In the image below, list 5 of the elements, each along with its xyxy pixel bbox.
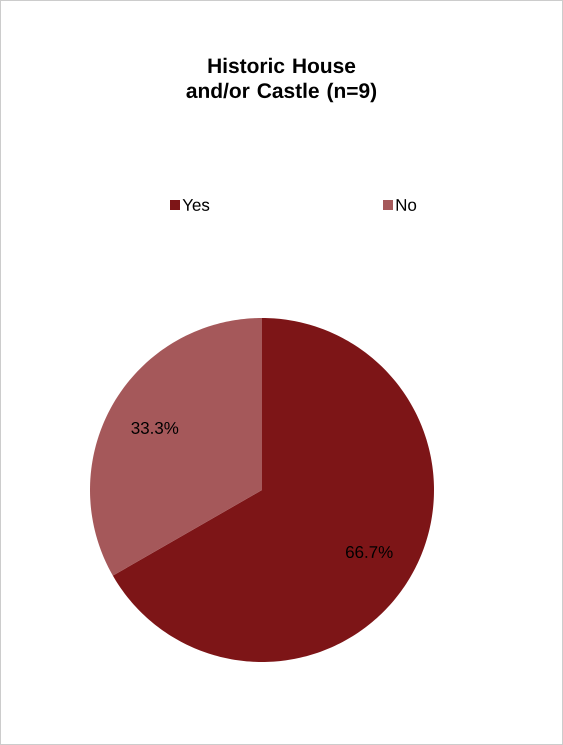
legend-label: No <box>396 199 416 211</box>
chart-title: Historic House and/or Castle (n=9) <box>186 58 376 102</box>
legend-label: Yes <box>182 199 210 211</box>
data-label: 33.3% <box>131 422 178 434</box>
data-label: 66.7% <box>346 546 393 558</box>
